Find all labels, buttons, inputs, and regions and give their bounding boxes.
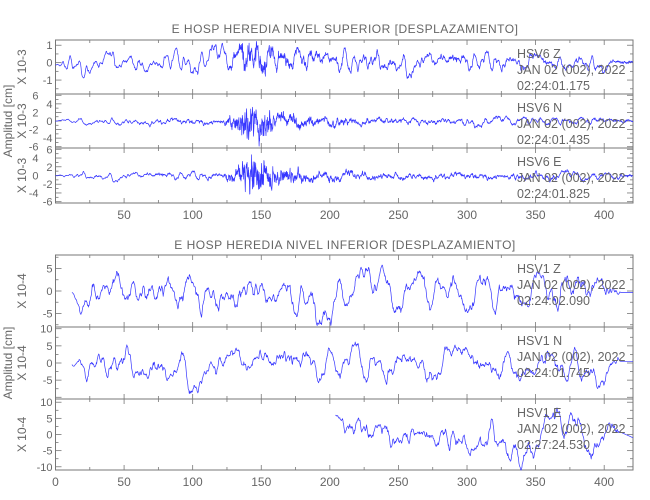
waveform-trace	[55, 41, 634, 79]
trace-station-label: HSV1 Z	[517, 262, 561, 276]
scale-label: X 10-3	[15, 103, 29, 139]
y-tick-label: -5	[43, 446, 53, 458]
x-tick-label: 400	[594, 475, 614, 489]
panel-1-0: 5 0 -5 X 10-4 HSV1 Z JAN 02 (002), 2022 02:24:…	[15, 254, 634, 328]
y-tick-label: -1	[43, 75, 53, 87]
y-tick-label: -10	[37, 462, 53, 474]
trace-station-label: HSV6 Z	[517, 47, 561, 61]
y-tick-label: 6	[32, 90, 38, 102]
waveform-trace	[335, 407, 634, 471]
trace-time-label: 02:27:24.530	[517, 438, 590, 452]
y-tick-label: -2	[43, 179, 53, 191]
waveform-trace	[55, 106, 634, 147]
y-tick-label: -2	[29, 125, 39, 137]
y-tick-label: 0	[46, 430, 52, 442]
trace-date-label: JAN 02 (002), 2022	[517, 171, 625, 185]
trace-station-label: HSV1 N	[517, 334, 562, 348]
trace-date-label: JAN 02 (002), 2022	[517, 278, 625, 292]
x-tick-label: 50	[117, 475, 131, 489]
y-tick-label: 0	[46, 286, 52, 298]
scale-label: X 10-4	[15, 345, 29, 381]
trace-time-label: 02:24:01.745	[517, 366, 590, 380]
x-tick-label: 50	[117, 208, 131, 222]
trace-time-label: 02:24:01.435	[517, 133, 590, 147]
y-tick-label: 10	[40, 397, 52, 409]
y-tick-label: 0	[46, 116, 52, 128]
y-tick-label: 4	[46, 99, 52, 111]
x-tick-label: 400	[594, 208, 614, 222]
y-tick-label: 1	[46, 40, 52, 52]
trace-time-label: 02:24:02.090	[517, 294, 590, 308]
x-tick-label: 300	[457, 208, 477, 222]
y-tick-label: 5	[46, 264, 52, 276]
y-tick-label: 4	[32, 153, 38, 165]
upper-y-axis-label: Amplitud [cm]	[1, 85, 15, 158]
y-tick-label: 0	[46, 358, 52, 370]
trace-station-label: HSV6 N	[517, 101, 562, 115]
scale-label: X 10-3	[15, 157, 29, 193]
y-tick-label: 0	[46, 58, 52, 70]
x-tick-label: 100	[183, 208, 203, 222]
lower-chart-title: E HOSP HEREDIA NIVEL INFERIOR [DESPLAZAM…	[174, 238, 516, 252]
y-tick-label: -5	[43, 375, 53, 387]
x-tick-label: 300	[457, 475, 477, 489]
x-tick-label: 200	[320, 208, 340, 222]
trace-station-label: HSV1 E	[517, 406, 561, 420]
trace-time-label: 02:24:01.825	[517, 187, 590, 201]
panel-0-0: 1 0 -1 X 10-3 HSV6 Z JAN 02 (002), 2022 02:24:…	[15, 39, 634, 95]
scale-label: X 10-4	[15, 416, 29, 452]
lower-y-axis-label: Amplitud [cm]	[1, 327, 15, 400]
x-tick-label: 250	[388, 475, 408, 489]
y-tick-label: -6	[29, 142, 39, 154]
y-tick-label: 2	[46, 162, 52, 174]
y-tick-label: -4	[29, 188, 39, 200]
x-tick-label: 200	[320, 475, 340, 489]
waveform-trace	[71, 341, 634, 394]
upper-chart-title: E HOSP HEREDIA NIVEL SUPERIOR [DESPLAZAM…	[172, 22, 519, 36]
y-tick-label: -4	[43, 133, 53, 145]
trace-time-label: 02:24:01.175	[517, 79, 590, 93]
x-tick-label: 0	[52, 475, 59, 489]
trace-date-label: JAN 02 (002), 2022	[517, 63, 625, 77]
trace-station-label: HSV6 E	[517, 155, 561, 169]
scale-label: X 10-3	[15, 49, 29, 85]
x-tick-label: 350	[526, 208, 546, 222]
x-tick-label: 250	[388, 208, 408, 222]
trace-date-label: JAN 02 (002), 2022	[517, 117, 625, 131]
y-tick-label: 5	[46, 341, 52, 353]
trace-date-label: JAN 02 (002), 2022	[517, 350, 625, 364]
y-tick-label: 2	[32, 107, 38, 119]
trace-date-label: JAN 02 (002), 2022	[517, 422, 625, 436]
y-tick-label: -5	[43, 309, 53, 321]
y-tick-label: 5	[46, 413, 52, 425]
scale-label: X 10-4	[15, 273, 29, 309]
waveform-trace	[55, 154, 634, 195]
y-tick-label: 0	[32, 171, 38, 183]
x-tick-label: 350	[526, 475, 546, 489]
y-tick-label: 10	[40, 324, 52, 336]
waveform-trace	[71, 264, 634, 326]
panel-1-1: 10 5 0 -5 X 10-4 HSV1 N JAN 02 (002), 2022 02:2…	[15, 324, 634, 400]
y-tick-label: 6	[46, 144, 52, 156]
y-tick-label: -6	[43, 197, 53, 209]
x-tick-label: 150	[251, 475, 271, 489]
x-tick-label: 100	[183, 475, 203, 489]
x-tick-label: 150	[251, 208, 271, 222]
